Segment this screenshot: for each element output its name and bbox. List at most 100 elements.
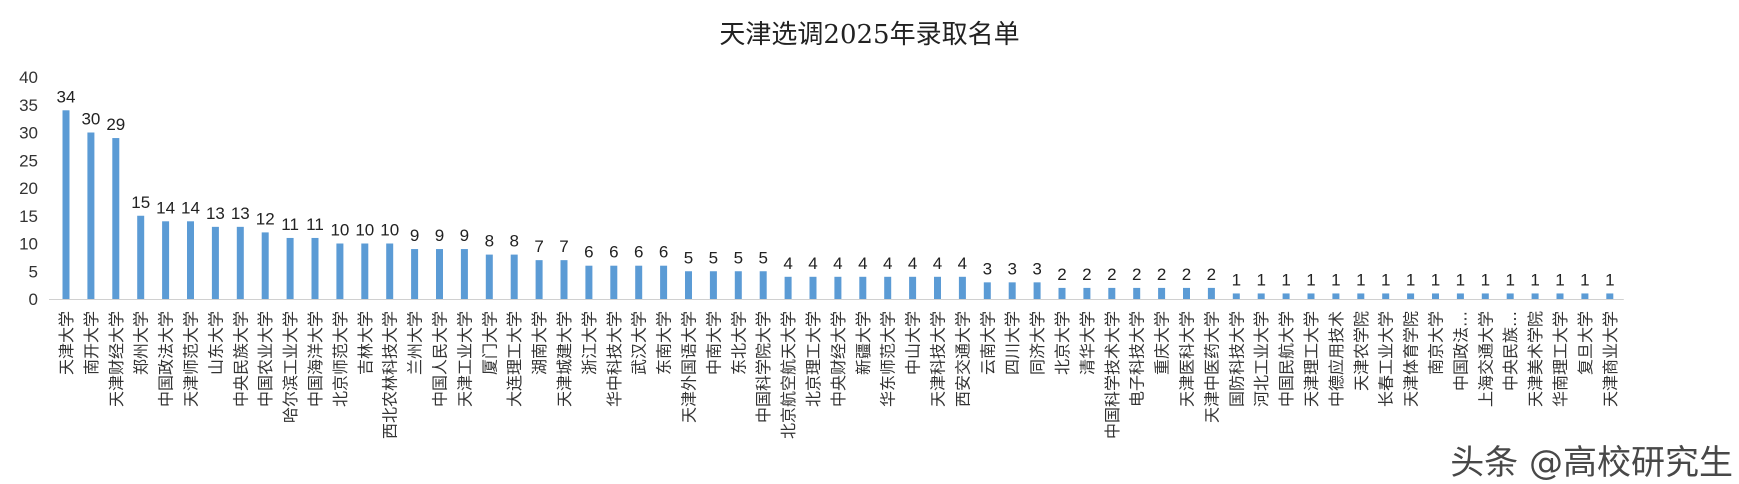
y-tick-label: 15 xyxy=(19,207,38,226)
data-label: 5 xyxy=(758,248,767,267)
bar xyxy=(212,227,219,299)
data-label: 4 xyxy=(833,254,842,273)
bar xyxy=(1382,293,1389,299)
data-label: 4 xyxy=(783,254,792,273)
x-tick-label: 中央财经大学 xyxy=(829,311,848,407)
data-label: 4 xyxy=(808,254,817,273)
x-tick-label: 中国农业大学 xyxy=(256,311,275,407)
watermark: 头条 @高校研究生 xyxy=(1450,435,1733,484)
x-tick-label: 中国科学技术大学 xyxy=(1103,311,1122,439)
x-tick-label: 兰州大学 xyxy=(406,311,425,375)
bar xyxy=(1332,293,1339,299)
data-label: 6 xyxy=(609,243,618,262)
bar xyxy=(1208,288,1215,299)
data-label: 12 xyxy=(256,209,275,228)
data-label: 1 xyxy=(1481,270,1490,289)
data-label: 1 xyxy=(1406,270,1415,289)
bar xyxy=(1482,293,1489,299)
x-tick-label: 天津理工大学 xyxy=(1302,311,1321,407)
data-label: 1 xyxy=(1306,270,1315,289)
bar xyxy=(411,249,418,299)
bar xyxy=(959,277,966,299)
bar xyxy=(1606,293,1613,299)
x-tick-label: 天津外国语大学 xyxy=(680,311,699,423)
data-label: 2 xyxy=(1157,265,1166,284)
data-label: 8 xyxy=(485,232,494,251)
bar xyxy=(312,238,319,299)
bar xyxy=(536,260,543,299)
x-tick-label: 天津大学 xyxy=(57,311,76,375)
bar xyxy=(511,255,518,299)
y-tick-label: 40 xyxy=(19,68,38,87)
bar xyxy=(1308,293,1315,299)
x-tick-label: 北京师范大学 xyxy=(331,311,350,407)
y-tick-label: 10 xyxy=(19,235,38,254)
x-tick-label: 长春工业大学 xyxy=(1377,311,1396,407)
data-label: 5 xyxy=(709,248,718,267)
data-label: 6 xyxy=(634,243,643,262)
data-label: 4 xyxy=(933,254,942,273)
data-label: 3 xyxy=(983,259,992,278)
data-label: 11 xyxy=(281,215,299,234)
x-tick-label: 中南大学 xyxy=(704,311,723,375)
x-tick-label: 天津商业大学 xyxy=(1601,311,1620,407)
x-tick-label: 天津城建大学 xyxy=(555,311,574,407)
x-tick-label: 天津体育学院 xyxy=(1402,311,1421,407)
x-tick-label: 天津农学院 xyxy=(1352,311,1371,391)
bar xyxy=(810,277,817,299)
data-label: 4 xyxy=(958,254,967,273)
data-label: 3 xyxy=(1032,259,1041,278)
x-tick-label: 新疆大学 xyxy=(854,311,873,375)
x-tick-label: 电子科技大学 xyxy=(1128,311,1147,407)
data-label: 13 xyxy=(231,204,250,223)
y-tick-label: 25 xyxy=(19,151,38,170)
data-label: 5 xyxy=(684,248,693,267)
x-tick-label: 华东师范大学 xyxy=(879,311,898,407)
data-label: 9 xyxy=(410,226,419,245)
bar xyxy=(660,266,667,299)
data-label: 14 xyxy=(156,198,175,217)
x-tick-label: 中央民族大学 xyxy=(231,311,250,407)
x-tick-label: 上海交通大学 xyxy=(1476,311,1495,407)
data-label: 15 xyxy=(131,193,150,212)
data-label: 6 xyxy=(659,243,668,262)
bar xyxy=(336,244,343,300)
bar xyxy=(585,266,592,299)
x-tick-label: 中国人民大学 xyxy=(431,311,450,407)
x-tick-label: 西北农林科技大学 xyxy=(381,311,400,439)
data-label: 34 xyxy=(57,87,76,106)
bar xyxy=(1258,293,1265,299)
x-tick-label: 华中科技大学 xyxy=(605,311,624,407)
bar xyxy=(1083,288,1090,299)
x-tick-label: 中国海洋大学 xyxy=(306,311,325,407)
bar xyxy=(984,282,991,299)
data-label: 29 xyxy=(106,115,125,134)
data-label: 1 xyxy=(1580,270,1589,289)
x-tick-label: 河北工业大学 xyxy=(1252,311,1271,407)
bar xyxy=(1233,293,1240,299)
y-tick-label: 20 xyxy=(19,179,38,198)
bar xyxy=(1059,288,1066,299)
x-tick-label: 中央民族… xyxy=(1501,311,1520,391)
bar xyxy=(610,266,617,299)
x-tick-label: 中山大学 xyxy=(904,311,923,375)
bar xyxy=(1557,293,1564,299)
x-tick-label: 南开大学 xyxy=(82,311,101,375)
bar xyxy=(561,260,568,299)
x-tick-label: 吉林大学 xyxy=(356,311,375,375)
x-tick-label: 天津中医药大学 xyxy=(1202,311,1221,423)
data-label: 2 xyxy=(1207,265,1216,284)
x-tick-label: 东南大学 xyxy=(655,311,674,375)
bar xyxy=(685,271,692,299)
bar xyxy=(287,238,294,299)
data-label: 2 xyxy=(1082,265,1091,284)
bar xyxy=(187,221,194,299)
x-tick-label: 华南理工大学 xyxy=(1551,311,1570,407)
data-label: 9 xyxy=(460,226,469,245)
data-label: 14 xyxy=(181,198,200,217)
bar xyxy=(63,110,70,299)
data-label: 10 xyxy=(355,221,374,240)
x-tick-label: 中德应用技术 xyxy=(1327,311,1346,407)
data-label: 1 xyxy=(1356,270,1365,289)
